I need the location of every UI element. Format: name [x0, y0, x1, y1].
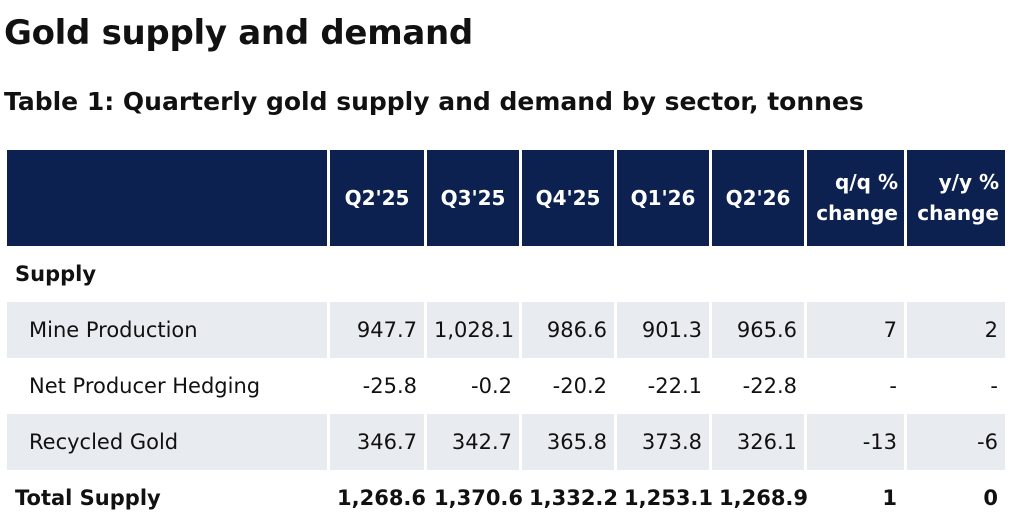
header-blank: [7, 150, 327, 246]
page-title: Gold supply and demand: [4, 13, 473, 53]
col-header-yy-line2: change: [917, 201, 999, 225]
table-cell: 7: [807, 302, 904, 358]
table-cell: 346.7: [330, 414, 424, 470]
table-cell: 342.7: [427, 414, 519, 470]
table-cell: 901.3: [617, 302, 709, 358]
col-header-q2-26: Q2'26: [712, 150, 804, 246]
col-header-q3-25: Q3'25: [427, 150, 519, 246]
table-cell: 986.6: [522, 302, 614, 358]
table-cell: -20.2: [552, 374, 607, 398]
table-cell: 326.1: [712, 414, 804, 470]
section-label: Supply: [15, 262, 97, 286]
total-cell: 0: [983, 486, 998, 510]
table-cell: -: [889, 374, 897, 398]
total-cell: 1,253.1: [624, 486, 714, 510]
col-header-q2-25: Q2'25: [330, 150, 424, 246]
col-header-yy-line1: y/y %: [938, 170, 999, 194]
gold-supply-table: Q2'25 Q3'25 Q4'25 Q1'26 Q2'26 q/q % chan…: [4, 150, 1008, 526]
table-cell: 373.8: [617, 414, 709, 470]
row-label: Net Producer Hedging: [29, 374, 261, 398]
table-cell: 2: [907, 302, 1005, 358]
total-cell: 1,370.6: [434, 486, 524, 510]
table-cell: -22.8: [742, 374, 797, 398]
table-row: Net Producer Hedging -25.8 -0.2 -20.2 -2…: [7, 358, 1005, 414]
table-cell: 965.6: [712, 302, 804, 358]
table-title: Table 1: Quarterly gold supply and deman…: [4, 87, 864, 116]
col-header-qq-line1: q/q %: [835, 170, 898, 194]
col-header-q1-26: Q1'26: [617, 150, 709, 246]
row-label: Recycled Gold: [7, 414, 327, 470]
table-row: Recycled Gold 346.7 342.7 365.8 373.8 32…: [7, 414, 1005, 470]
table-cell: 1,028.1: [427, 302, 519, 358]
header-row: Q2'25 Q3'25 Q4'25 Q1'26 Q2'26 q/q % chan…: [7, 150, 1005, 246]
total-cell: 1: [882, 486, 897, 510]
section-row-supply: Supply: [7, 246, 1005, 302]
table-row: Mine Production 947.7 1,028.1 986.6 901.…: [7, 302, 1005, 358]
col-header-yy-change: y/y % change: [907, 150, 1005, 246]
table-cell: 947.7: [330, 302, 424, 358]
row-label: Mine Production: [7, 302, 327, 358]
table-cell: -6: [907, 414, 1005, 470]
table-cell: -: [990, 374, 998, 398]
col-header-q4-25: Q4'25: [522, 150, 614, 246]
col-header-qq-line2: change: [816, 201, 898, 225]
total-cell: 1,268.9: [719, 486, 809, 510]
total-row: Total Supply 1,268.6 1,370.6 1,332.2 1,2…: [7, 470, 1005, 526]
total-cell: 1,332.2: [529, 486, 619, 510]
total-cell: 1,268.6: [337, 486, 427, 510]
col-header-qq-change: q/q % change: [807, 150, 904, 246]
table-cell: -25.8: [362, 374, 417, 398]
table-cell: 365.8: [522, 414, 614, 470]
table-cell: -22.1: [647, 374, 702, 398]
table-cell: -0.2: [471, 374, 512, 398]
total-label: Total Supply: [15, 486, 161, 510]
table-cell: -13: [807, 414, 904, 470]
